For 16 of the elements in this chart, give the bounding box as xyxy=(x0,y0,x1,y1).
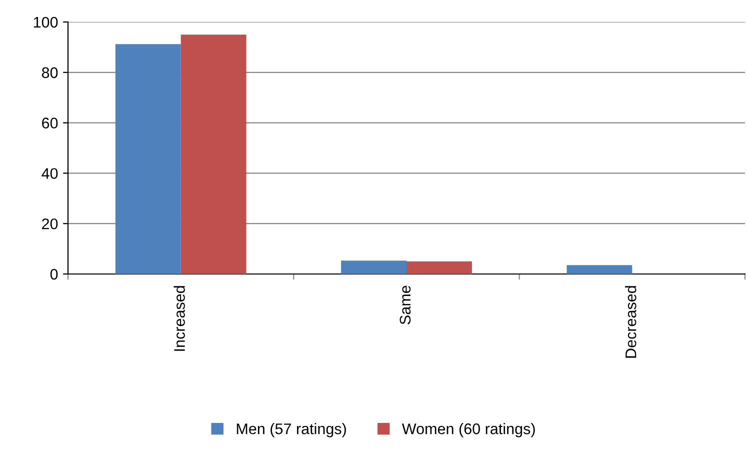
y-tick-label: 40 xyxy=(42,168,58,179)
bar xyxy=(406,261,472,274)
legend-label: Men (57 ratings) xyxy=(236,423,346,438)
x-tick-label: Decreased xyxy=(625,286,636,358)
x-tick-label: Increased xyxy=(174,286,185,351)
bar xyxy=(566,265,632,274)
y-tick-label: 20 xyxy=(42,218,58,230)
y-tick-label: 100 xyxy=(34,16,58,28)
legend-label: Women (60 ratings) xyxy=(402,423,535,438)
bar xyxy=(180,34,246,274)
bar xyxy=(341,260,406,274)
y-tick-label: 60 xyxy=(42,118,58,128)
bar xyxy=(115,44,181,274)
y-tick-label: 0 xyxy=(50,268,58,280)
y-tick-label: 80 xyxy=(42,67,58,78)
x-tick-label: Same xyxy=(400,286,411,324)
